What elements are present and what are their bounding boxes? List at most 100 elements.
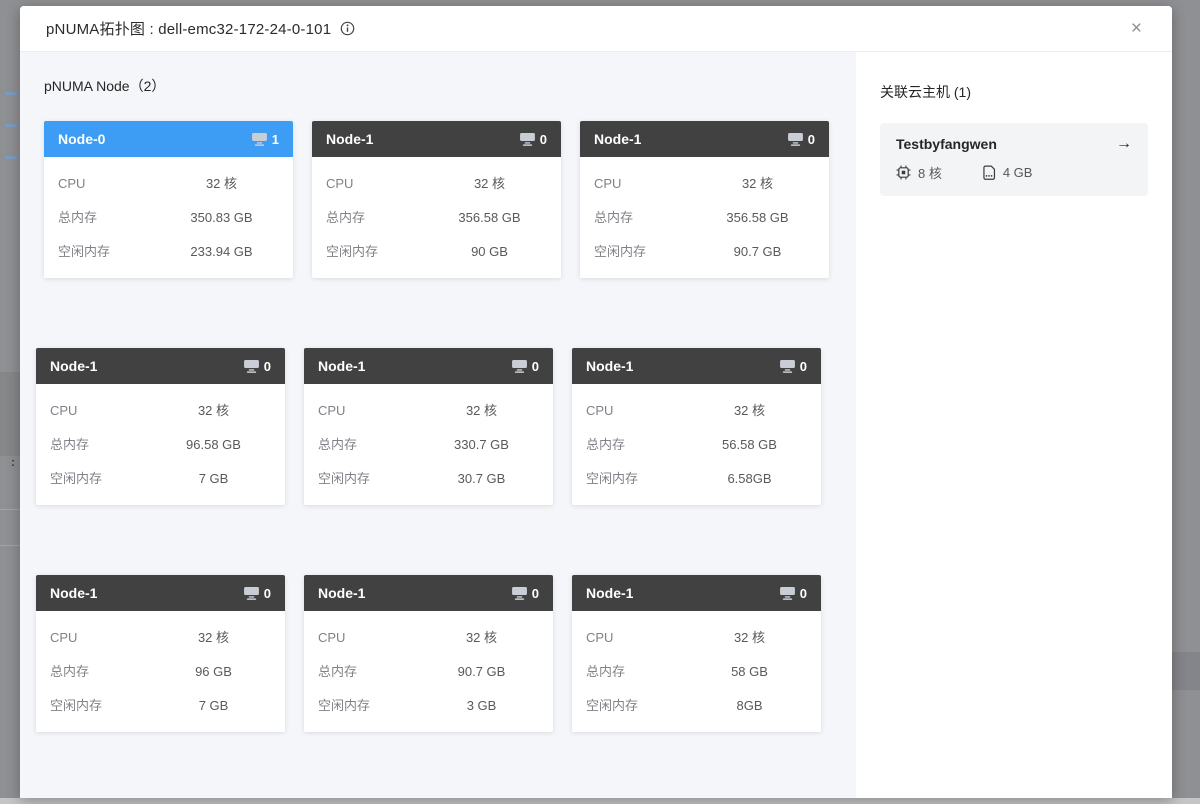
node-name: Node-1 bbox=[594, 131, 642, 147]
free-memory-row: 空闲内存 3 GB bbox=[318, 696, 539, 716]
numa-node-card[interactable]: Node-1 0 bbox=[36, 348, 285, 505]
total-memory-value: 96.58 GB bbox=[186, 437, 241, 452]
background-page-link bbox=[6, 156, 17, 159]
cpu-row: CPU 32 核 bbox=[318, 628, 539, 648]
vm-count-value: 0 bbox=[263, 358, 271, 374]
numa-node-card-header[interactable]: Node-1 0 bbox=[304, 348, 553, 384]
modal-header: pNUMA拓扑图 : dell-emc32-172-24-0-101 × bbox=[20, 6, 1172, 52]
numa-node-card[interactable]: Node-1 0 bbox=[580, 121, 829, 278]
total-memory-value: 58 GB bbox=[731, 664, 768, 679]
numa-node-card-header[interactable]: Node-1 0 bbox=[312, 121, 561, 157]
free-memory-value: 90.7 GB bbox=[733, 244, 782, 259]
pnuma-node-section-title: pNUMA Node（2） bbox=[44, 78, 166, 94]
node-name: Node-1 bbox=[50, 585, 98, 601]
numa-node-card-body: CPU 32 核 总内存 56.58 GB 空闲内存 6.58GB bbox=[572, 384, 821, 505]
numa-node-card[interactable]: Node-1 0 bbox=[304, 575, 553, 732]
cpu-chip-icon bbox=[896, 165, 911, 180]
cpu-value: 32 核 bbox=[465, 403, 498, 418]
cpu-row: CPU 32 核 bbox=[594, 174, 815, 194]
free-memory-value: 233.94 GB bbox=[190, 244, 253, 259]
close-icon[interactable]: × bbox=[1130, 18, 1142, 39]
node-name: Node-1 bbox=[586, 358, 634, 374]
cpu-label: CPU bbox=[318, 630, 346, 645]
total-memory-label: 总内存 bbox=[50, 437, 90, 452]
numa-node-card-body: CPU 32 核 总内存 96.58 GB 空闲内存 7 GB bbox=[36, 384, 285, 505]
page-bottom-scrollbar[interactable] bbox=[0, 798, 1200, 804]
node-grid: Node-0 1 bbox=[36, 121, 832, 732]
free-memory-value: 8GB bbox=[736, 698, 763, 713]
info-icon[interactable] bbox=[340, 21, 355, 36]
numa-node-card[interactable]: Node-1 0 bbox=[572, 575, 821, 732]
node-vm-count: 0 bbox=[243, 586, 271, 601]
numa-node-card-header[interactable]: Node-1 0 bbox=[572, 348, 821, 384]
node-name: Node-1 bbox=[318, 585, 366, 601]
free-memory-value: 3 GB bbox=[466, 698, 497, 713]
numa-node-card-header[interactable]: Node-1 0 bbox=[572, 575, 821, 611]
background-page-divider bbox=[0, 545, 20, 546]
host-memory-value: 4 GB bbox=[1002, 165, 1033, 180]
total-memory-row: 总内存 58 GB bbox=[586, 662, 807, 682]
modal-title: pNUMA拓扑图 : dell-emc32-172-24-0-101 bbox=[46, 21, 332, 38]
cpu-row: CPU 32 核 bbox=[50, 628, 271, 648]
free-memory-label: 空闲内存 bbox=[318, 698, 371, 713]
free-memory-label: 空闲内存 bbox=[594, 244, 647, 259]
free-memory-row: 空闲内存 7 GB bbox=[50, 469, 271, 489]
total-memory-row: 总内存 56.58 GB bbox=[586, 435, 807, 455]
free-memory-row: 空闲内存 90.7 GB bbox=[594, 242, 815, 262]
cpu-row: CPU 32 核 bbox=[318, 401, 539, 421]
numa-node-card-header[interactable]: Node-1 0 bbox=[36, 348, 285, 384]
node-vm-count: 0 bbox=[243, 358, 271, 374]
vm-monitor-icon bbox=[511, 586, 527, 600]
cpu-value: 32 核 bbox=[741, 176, 774, 191]
free-memory-value: 90 GB bbox=[471, 244, 508, 259]
cloud-host-card[interactable]: Testbyfangwen → bbox=[880, 123, 1148, 196]
host-cpu-meta: 8 核 bbox=[896, 163, 942, 182]
cloud-host-meta: 8 核 4 GB bbox=[896, 163, 1132, 182]
numa-node-card[interactable]: Node-1 0 bbox=[304, 348, 553, 505]
numa-node-card[interactable]: Node-1 0 bbox=[312, 121, 561, 278]
associated-hosts-title: 关联云主机 (1) bbox=[880, 84, 971, 100]
total-memory-row: 总内存 356.58 GB bbox=[594, 208, 815, 228]
numa-node-card[interactable]: Node-1 0 bbox=[36, 575, 285, 732]
cpu-label: CPU bbox=[50, 403, 78, 418]
node-name: Node-1 bbox=[586, 585, 634, 601]
free-memory-label: 空闲内存 bbox=[50, 698, 103, 713]
free-memory-row: 空闲内存 30.7 GB bbox=[318, 469, 539, 489]
numa-node-card[interactable]: Node-1 0 bbox=[572, 348, 821, 505]
numa-node-card-body: CPU 32 核 总内存 356.58 GB 空闲内存 90.7 GB bbox=[580, 157, 829, 278]
total-memory-row: 总内存 330.7 GB bbox=[318, 435, 539, 455]
total-memory-value: 356.58 GB bbox=[726, 210, 789, 225]
free-memory-row: 空闲内存 90 GB bbox=[326, 242, 547, 262]
node-name: Node-1 bbox=[318, 358, 366, 374]
numa-node-card-header[interactable]: Node-1 0 bbox=[304, 575, 553, 611]
free-memory-row: 空闲内存 233.94 GB bbox=[58, 242, 279, 262]
cpu-label: CPU bbox=[594, 176, 622, 191]
total-memory-label: 总内存 bbox=[318, 437, 358, 452]
arrow-right-icon[interactable]: → bbox=[1116, 135, 1132, 152]
cpu-row: CPU 32 核 bbox=[586, 628, 807, 648]
free-memory-value: 6.58GB bbox=[727, 471, 772, 486]
background-page-edge bbox=[1172, 652, 1200, 690]
vm-count-value: 0 bbox=[539, 131, 547, 147]
total-memory-value: 330.7 GB bbox=[454, 437, 509, 452]
total-memory-label: 总内存 bbox=[586, 437, 626, 452]
node-name: Node-1 bbox=[326, 131, 374, 147]
vm-monitor-icon bbox=[243, 586, 259, 600]
cpu-label: CPU bbox=[58, 176, 86, 191]
numa-node-card-header[interactable]: Node-1 0 bbox=[580, 121, 829, 157]
numa-node-card-header[interactable]: Node-0 1 bbox=[44, 121, 293, 157]
numa-node-card[interactable]: Node-0 1 bbox=[44, 121, 293, 278]
vm-monitor-icon bbox=[251, 132, 267, 146]
numa-node-card-header[interactable]: Node-1 0 bbox=[36, 575, 285, 611]
vm-monitor-icon bbox=[779, 586, 795, 600]
total-memory-value: 96 GB bbox=[195, 664, 232, 679]
total-memory-value: 356.58 GB bbox=[458, 210, 521, 225]
vm-count-value: 1 bbox=[271, 131, 279, 147]
total-memory-row: 总内存 90.7 GB bbox=[318, 662, 539, 682]
node-vm-count: 0 bbox=[787, 132, 815, 147]
free-memory-value: 7 GB bbox=[198, 698, 229, 713]
free-memory-value: 7 GB bbox=[198, 471, 229, 486]
node-vm-count: 1 bbox=[251, 131, 279, 147]
numa-node-card-body: CPU 32 核 总内存 356.58 GB 空闲内存 90 GB bbox=[312, 157, 561, 278]
modal-body: pNUMA Node（2） Node-0 bbox=[20, 52, 1172, 798]
